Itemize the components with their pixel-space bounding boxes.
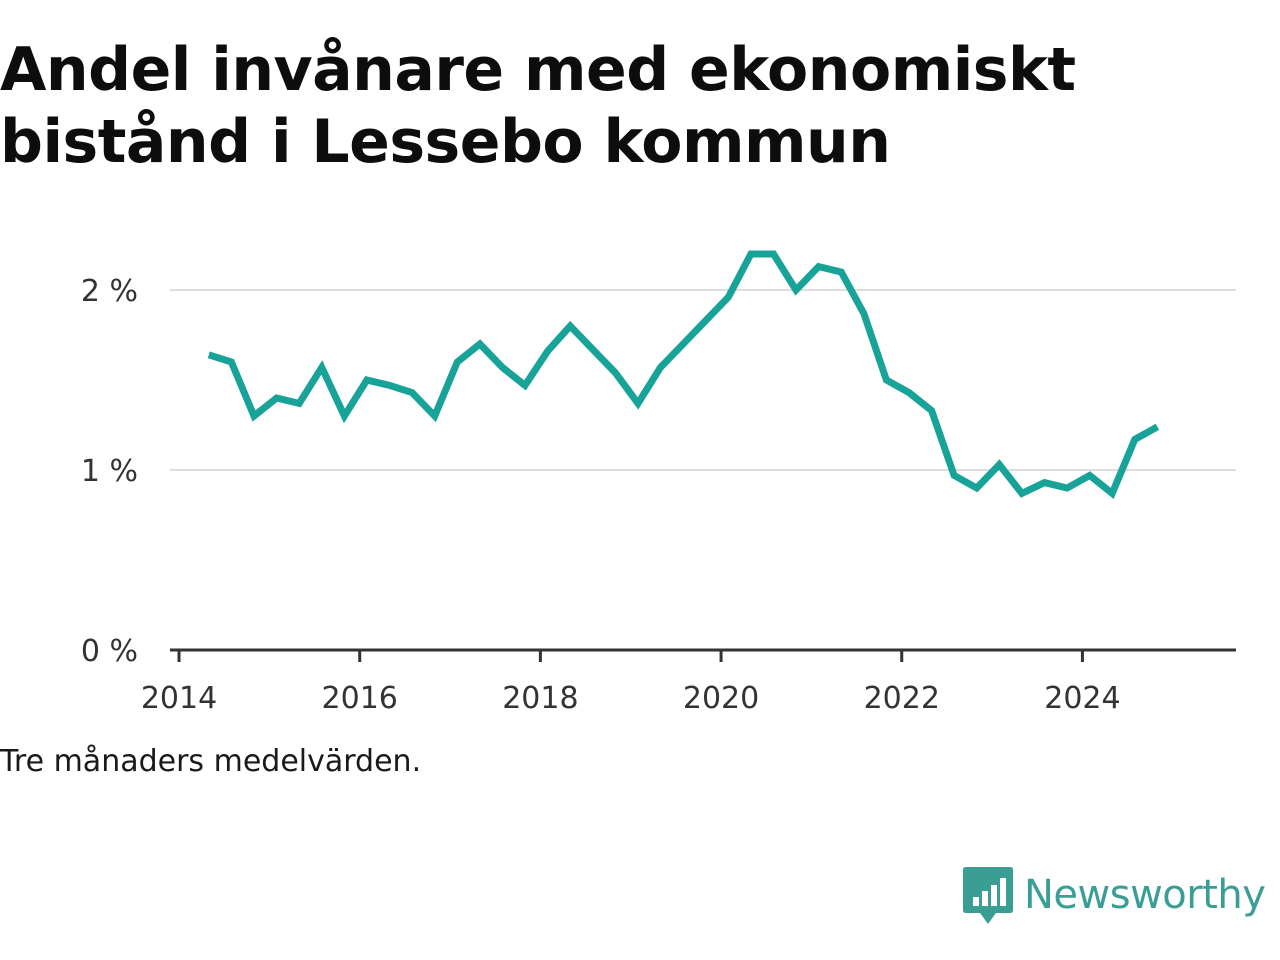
bar-chart-speech-bubble-icon [963, 867, 1013, 924]
line-chart: 0 % 1 % 2 % 2014 2016 2018 2020 2022 2024 [81, 250, 1236, 716]
y-tick-label: 1 % [81, 454, 138, 489]
x-tick-label: 2022 [864, 681, 940, 716]
grid-lines [170, 289, 1236, 471]
series-line [207, 250, 1160, 500]
x-tick-label: 2018 [502, 681, 578, 716]
x-tick-label: 2014 [141, 681, 217, 716]
x-axis: 2014 2016 2018 2020 2022 2024 [141, 648, 1236, 716]
x-tick-label: 2016 [322, 681, 398, 716]
brand-name: Newsworthy [1024, 872, 1266, 918]
y-tick-label: 2 % [81, 274, 138, 309]
y-axis: 0 % 1 % 2 % [81, 274, 138, 669]
chart-title: Andel invånare med ekonomiskt bistånd i … [0, 35, 1076, 177]
brand-logo[interactable]: Newsworthy [962, 864, 1266, 926]
series-layer [207, 250, 1160, 500]
chart-note: Tre månaders medelvärden. [0, 744, 422, 779]
x-tick-label: 2020 [683, 681, 759, 716]
y-tick-label: 0 % [81, 634, 138, 669]
x-tick-label: 2024 [1044, 681, 1120, 716]
